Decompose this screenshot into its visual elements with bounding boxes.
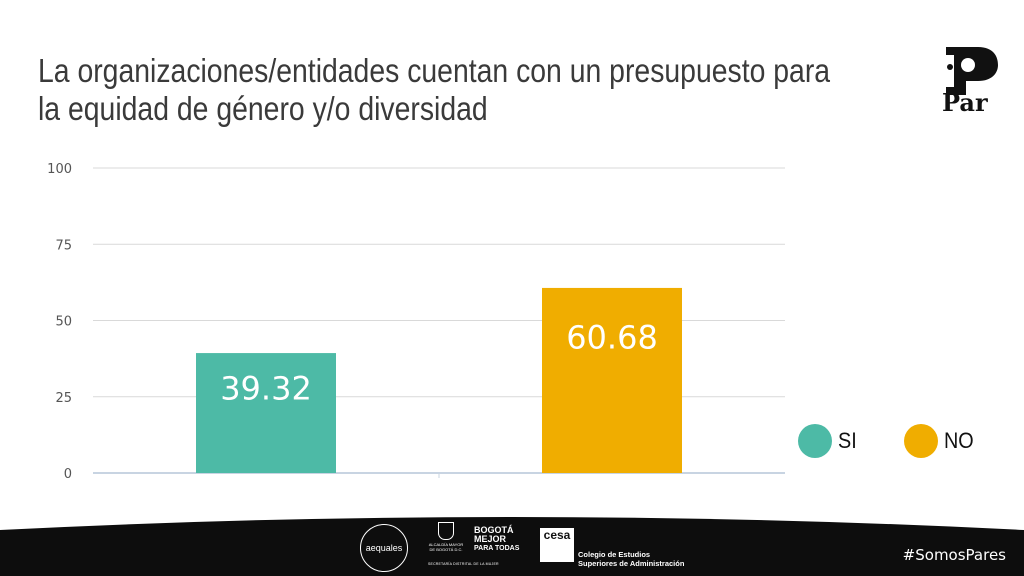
title-line-1: La organizaciones/entidades cuentan con … — [38, 52, 831, 89]
data-label-si: 39.32 — [220, 369, 312, 407]
legend-label-si: SI — [838, 428, 857, 453]
legend-label-no: NO — [944, 428, 974, 453]
bogota-line-2: MEJOR — [474, 534, 507, 544]
alcaldia-logo-text: ALCALDÍA MAYOR DE BOGOTÁ D.C. — [428, 542, 464, 552]
bogota-line-1: BOGOTÁ — [474, 525, 514, 535]
secretaria-text: SECRETARÍA DISTRITAL DE LA MUJER — [428, 562, 499, 566]
aequales-logo-text: aequales — [365, 543, 403, 553]
legend-swatch-si — [798, 424, 832, 458]
y-tick-label-25: 25 — [55, 391, 72, 406]
y-tick-label-0: 0 — [64, 467, 72, 482]
hashtag: #SomosPares — [902, 546, 1006, 564]
data-label-no: 60.68 — [566, 319, 658, 357]
footer-band — [0, 517, 1024, 576]
y-tick-label-50: 50 — [55, 315, 72, 330]
y-tick-label-75: 75 — [55, 238, 72, 253]
par-logo-icon — [946, 47, 998, 95]
cesa-logo-mark: cesa — [540, 528, 574, 562]
cesa-line-2: Superiores de Administración — [578, 559, 685, 568]
bar-chart: 0 25 50 75 100 39.32 60.68 — [47, 162, 785, 482]
page-title: La organizaciones/entidades cuentan con … — [38, 52, 831, 128]
bogota-logo: BOGOTÁ MEJOR PARA TODAS — [474, 526, 519, 553]
legend-swatch-no — [904, 424, 938, 458]
bar-no — [542, 287, 682, 473]
alcaldia-logo: ALCALDÍA MAYOR DE BOGOTÁ D.C. — [426, 522, 466, 552]
cesa-logo-text: Colegio de Estudios Superiores de Admini… — [578, 550, 684, 568]
bogota-line-3: PARA TODAS — [474, 545, 520, 552]
title-line-2: la equidad de género y/o diversidad — [38, 90, 488, 127]
shield-icon — [438, 522, 454, 540]
bar-si — [196, 353, 336, 473]
par-logo-text: Par — [942, 88, 988, 117]
y-tick-label-100: 100 — [47, 162, 72, 177]
aequales-logo: aequales — [360, 524, 408, 572]
cesa-line-1: Colegio de Estudios — [578, 550, 651, 559]
